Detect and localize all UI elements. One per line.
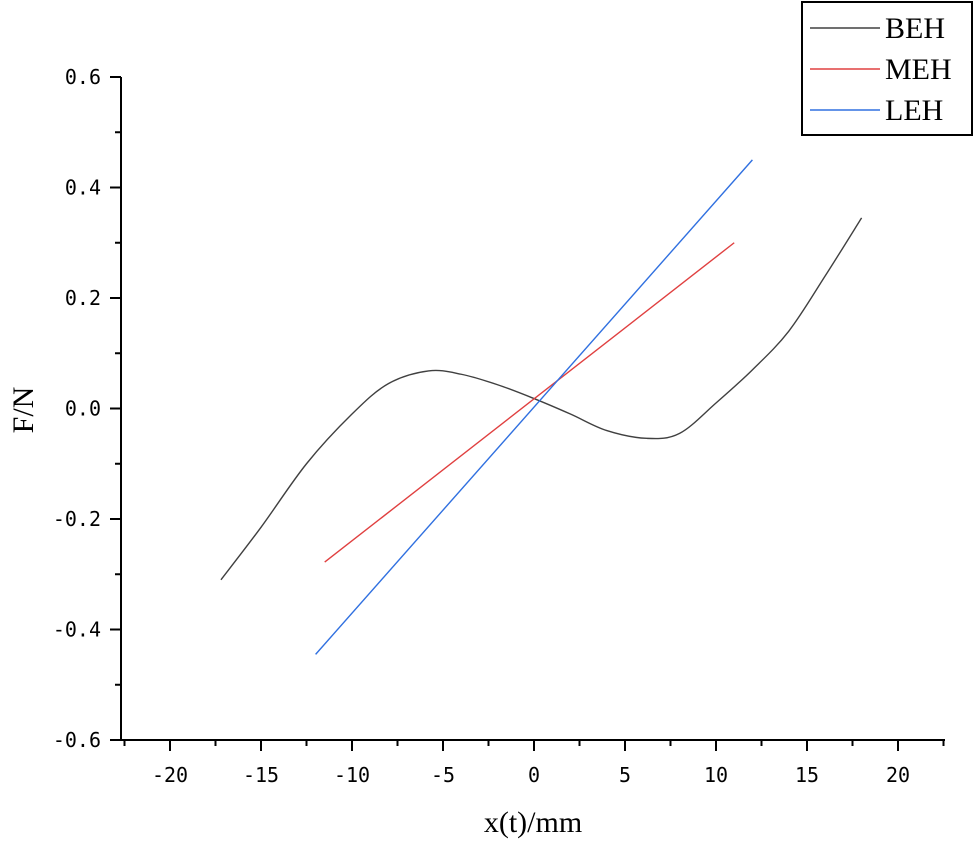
y-tick-label: 0.4 — [65, 176, 101, 200]
y-axis-title: F/N — [7, 387, 40, 434]
series-line-leh — [315, 159, 753, 655]
x-tick-label: 15 — [795, 763, 819, 787]
legend-label-meh: MEH — [885, 53, 952, 86]
y-tick-label: -0.2 — [53, 507, 101, 531]
ticks: -20 -15 -10 -5 0 5 10 15 20 -0.6 -0.4 -0.2 0.0 0.2 0.4… — [53, 65, 945, 787]
legend-label-leh: LEH — [885, 94, 943, 127]
x-tick-label: 20 — [886, 763, 910, 787]
y-tick-label: 0.0 — [65, 397, 101, 421]
y-tick-label: 0.2 — [65, 286, 101, 310]
x-tick-label: -15 — [243, 763, 279, 787]
y-tick-label: 0.6 — [65, 65, 101, 89]
x-axis-title: x(t)/mm — [484, 806, 582, 839]
y-tick-label: -0.4 — [53, 618, 101, 642]
legend-label-beh: BEH — [885, 12, 945, 45]
x-tick-label: -5 — [431, 763, 455, 787]
x-tick-label: 0 — [528, 763, 540, 787]
series — [220, 159, 863, 655]
y-tick-label: -0.6 — [53, 728, 101, 752]
x-tick-label: -20 — [152, 763, 188, 787]
x-tick-label: 5 — [619, 763, 631, 787]
x-tick-label: -10 — [334, 763, 370, 787]
x-tick-label: 10 — [704, 763, 728, 787]
series-line-beh — [220, 217, 863, 581]
legend: BEH MEH LEH — [801, 1, 973, 136]
series-line-meh — [324, 242, 735, 563]
